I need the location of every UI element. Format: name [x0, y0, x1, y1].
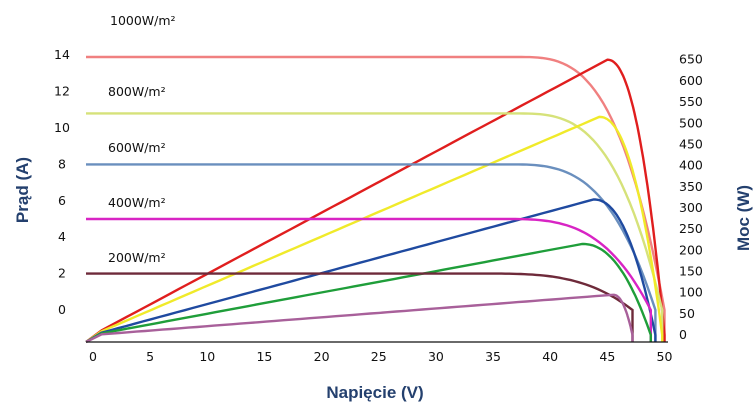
y-right-tick-label: 550: [679, 94, 703, 109]
y-left-tick-label: 2: [58, 266, 66, 281]
iv-curve: [86, 274, 633, 342]
y-right-tick-label: 300: [679, 200, 703, 215]
irradiance-label: 400W/m²: [108, 195, 166, 210]
x-tick-label: 30: [428, 349, 444, 364]
y-right-tick-label: 350: [679, 179, 703, 194]
x-tick-label: 5: [146, 349, 154, 364]
y-left-axis-title: Prąd (A): [13, 157, 32, 223]
y-right-tick-label: 50: [679, 306, 695, 321]
y-left-tick-label: 6: [58, 193, 66, 208]
x-tick-label: 0: [89, 349, 97, 364]
x-tick-label: 45: [599, 349, 615, 364]
irradiance-label: 800W/m²: [108, 84, 166, 99]
y-right-tick-label: 200: [679, 242, 703, 257]
y-right-tick-label: 100: [679, 285, 703, 300]
y-right-tick-label: 250: [679, 221, 703, 236]
irradiance-label: 1000W/m²: [110, 13, 176, 28]
y-left-tick-label: 10: [54, 120, 70, 135]
x-tick-label: 40: [542, 349, 558, 364]
y-right-tick-label: 500: [679, 115, 703, 130]
y-right-tick-label: 450: [679, 136, 703, 151]
y-left-tick-label: 14: [54, 47, 70, 62]
x-tick-label: 15: [256, 349, 272, 364]
y-right-tick-labels: 0 50 100 150 200 250 300 350 400 450 500 550 600 650: [679, 52, 703, 342]
iv-curve: [86, 57, 665, 342]
x-tick-label: 50: [657, 349, 673, 364]
y-left-tick-labels: 0 2 4 6 8 10 12 14: [54, 47, 70, 317]
x-axis-title: Napięcie (V): [326, 383, 423, 402]
y-right-axis-title: Moc (W): [734, 185, 753, 251]
y-right-tick-label: 0: [679, 327, 687, 342]
x-tick-label: 20: [314, 349, 330, 364]
y-left-tick-label: 8: [58, 156, 66, 171]
iv-curve: [86, 164, 655, 342]
y-right-tick-label: 650: [679, 52, 703, 67]
y-right-tick-label: 150: [679, 263, 703, 278]
y-right-tick-label: 400: [679, 158, 703, 173]
x-tick-labels: 0 5 10 15 20 25 30 35 40 45 50: [89, 349, 672, 364]
x-tick-label: 10: [199, 349, 215, 364]
y-left-tick-label: 12: [54, 84, 70, 99]
x-tick-label: 25: [371, 349, 387, 364]
x-tick-label: 35: [485, 349, 501, 364]
iv-curve: [86, 219, 651, 342]
irradiance-labels: 1000W/m² 800W/m² 600W/m² 400W/m² 200W/m²: [108, 13, 176, 265]
irradiance-label: 200W/m²: [108, 250, 166, 265]
curves-layer: [86, 57, 665, 342]
irradiance-label: 600W/m²: [108, 140, 166, 155]
y-left-tick-label: 0: [58, 302, 66, 317]
y-left-tick-label: 4: [58, 229, 66, 244]
y-right-tick-label: 600: [679, 73, 703, 88]
